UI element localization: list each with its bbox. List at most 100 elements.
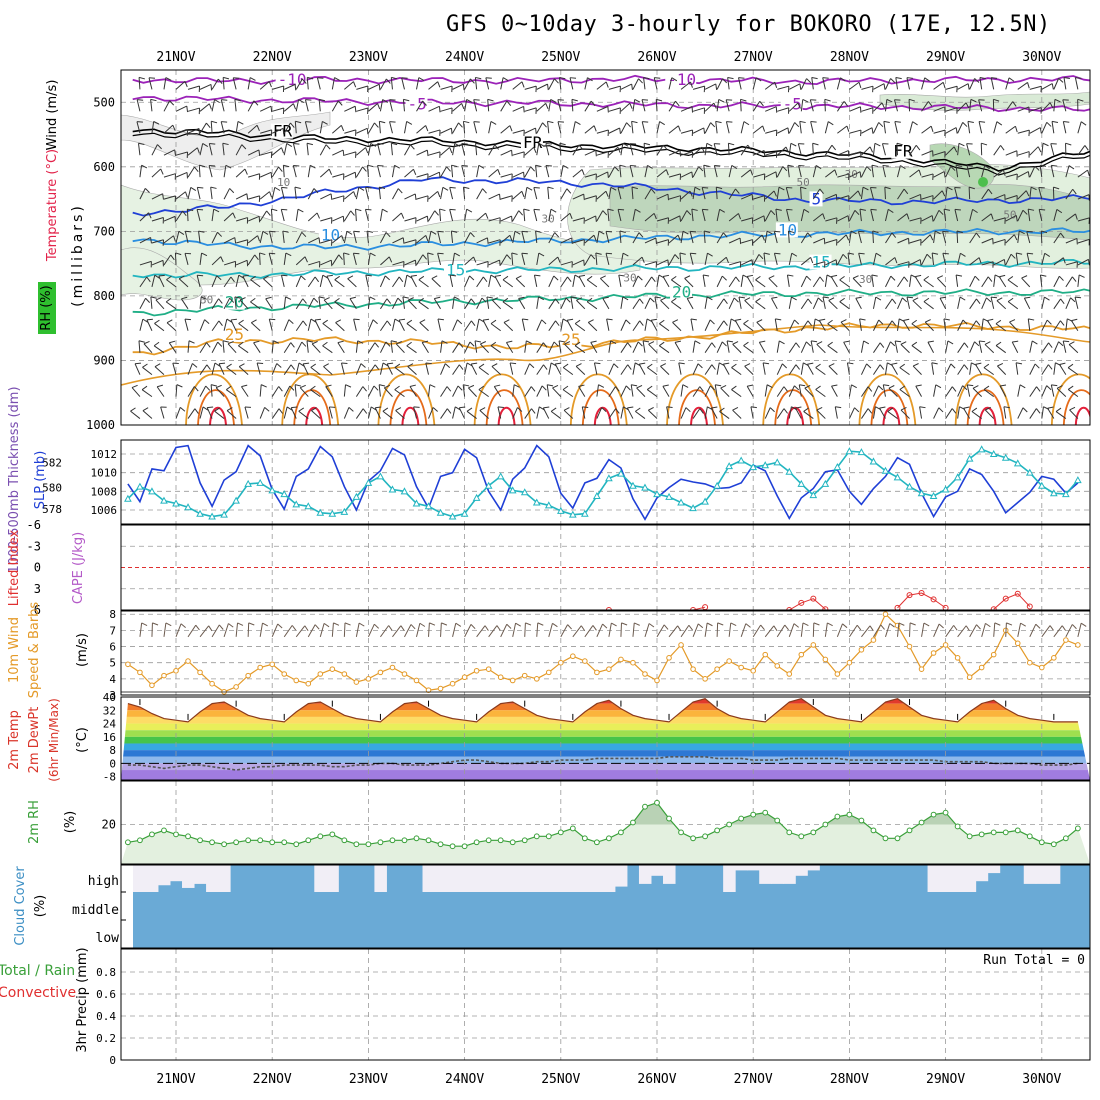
wind-barb [260,129,272,134]
wind-barb-flag [232,212,236,219]
wind-barb [536,253,540,266]
rh-point [918,819,925,826]
wind-barb-flag [803,407,809,412]
wind-speed-point [990,651,997,658]
wind-barb-flag [794,122,800,128]
lifted-index-axis-label: Lifted Index [7,529,22,606]
wind-barb [643,143,646,156]
wind-barb-flag [499,193,501,201]
wind-barb [704,319,711,331]
wind-barb-flag [449,208,456,211]
wind-barb [728,276,737,288]
wind-barb-flag [578,144,584,150]
wind-barb-flag [740,98,747,102]
wind-barb-flag [721,275,727,281]
wind-barb-flag [659,121,665,126]
wind-barb-flag [629,103,633,109]
wind-barb [897,165,901,178]
wind-barb [491,366,502,376]
wind-barb [186,209,189,222]
wind-barb [631,121,634,134]
wind-barb [433,298,441,310]
wind-barb-flag [601,407,607,412]
thickness-point [544,501,553,509]
wind-barb-flag [990,213,994,220]
wind-barb [764,81,776,90]
wind-barb-flag [395,407,402,411]
wind-barb-flag [295,120,302,124]
wind-barb-flag [429,384,436,388]
isotherm-label-bg [222,326,245,342]
wind-barb [223,276,232,288]
wind-barb [969,298,977,310]
wind-barb-flag [1063,340,1070,343]
temp2m-axis-label: 2m Temp [7,710,22,770]
temp-contour-40 [305,406,324,425]
wind-barb [536,102,547,112]
wind-barb [620,406,624,419]
wind-barb [584,77,588,90]
wind-barb [655,99,658,112]
wind-barb [548,275,555,288]
rh-point [654,799,660,806]
thickness-tick-label: 578 [42,503,62,516]
wind-barb-flag [911,341,918,346]
rh-color-swatch [38,282,56,334]
wind-barb [804,387,814,397]
wind-barb-flag [946,186,953,191]
wind-barb [728,213,739,222]
wind-barb [972,387,983,397]
wind-barb [704,83,717,90]
wind-barb-flag [815,363,821,369]
wind-barb [957,385,964,397]
wind-barb [831,385,838,397]
wind-barb [473,121,478,134]
wind-barb-flag [940,296,947,299]
wind-barb [584,215,596,222]
precip-tick-label: 0 [109,1054,116,1067]
wind-barb-flag [660,363,666,367]
wind-barb [632,99,636,112]
wind-barb-flag [362,386,367,392]
rh-point [173,831,179,838]
wind-barb-flag [967,120,974,123]
wind-barb [911,345,922,354]
wind-barb-flag [210,186,217,189]
slp-line [127,444,1079,521]
wind-barb-flag [783,408,788,414]
wind-barb [452,296,455,309]
wind-barb-flag [974,78,980,83]
wind-barb [295,256,306,266]
wind-barb-flag [938,209,944,215]
rh-point [317,833,324,840]
wind-barb [428,191,439,200]
temp-contour-40 [1074,406,1090,425]
surface-wind-barb [1017,623,1022,637]
rh-point [353,841,360,848]
wind-barb [884,187,886,200]
wind-barb-flag [166,275,172,281]
wind-barb-flag [768,275,775,279]
wind-barb [476,188,483,200]
wind-barb [921,77,926,90]
isotherm-label: 25 [561,330,580,349]
wind-barb [680,384,684,397]
wind-barb [571,99,574,112]
wind-barb [521,231,526,244]
wind-barb [713,165,718,178]
wind-barb [849,171,861,178]
wind-barb-flag [387,362,394,365]
wind-barb [710,407,718,419]
wind-barb [392,261,405,266]
wind-barb [570,296,574,309]
wind-barb-flag [406,121,413,125]
wind-barb [984,409,995,419]
wind-barb [590,342,598,353]
wind-speed-point [293,677,300,684]
wind-barb-flag [414,260,417,267]
wind-barb-flag [290,122,295,128]
wind-barb-flag [474,340,482,343]
wind-barb [969,99,972,112]
wind-barb [560,297,567,310]
wind-barb [1063,77,1067,90]
